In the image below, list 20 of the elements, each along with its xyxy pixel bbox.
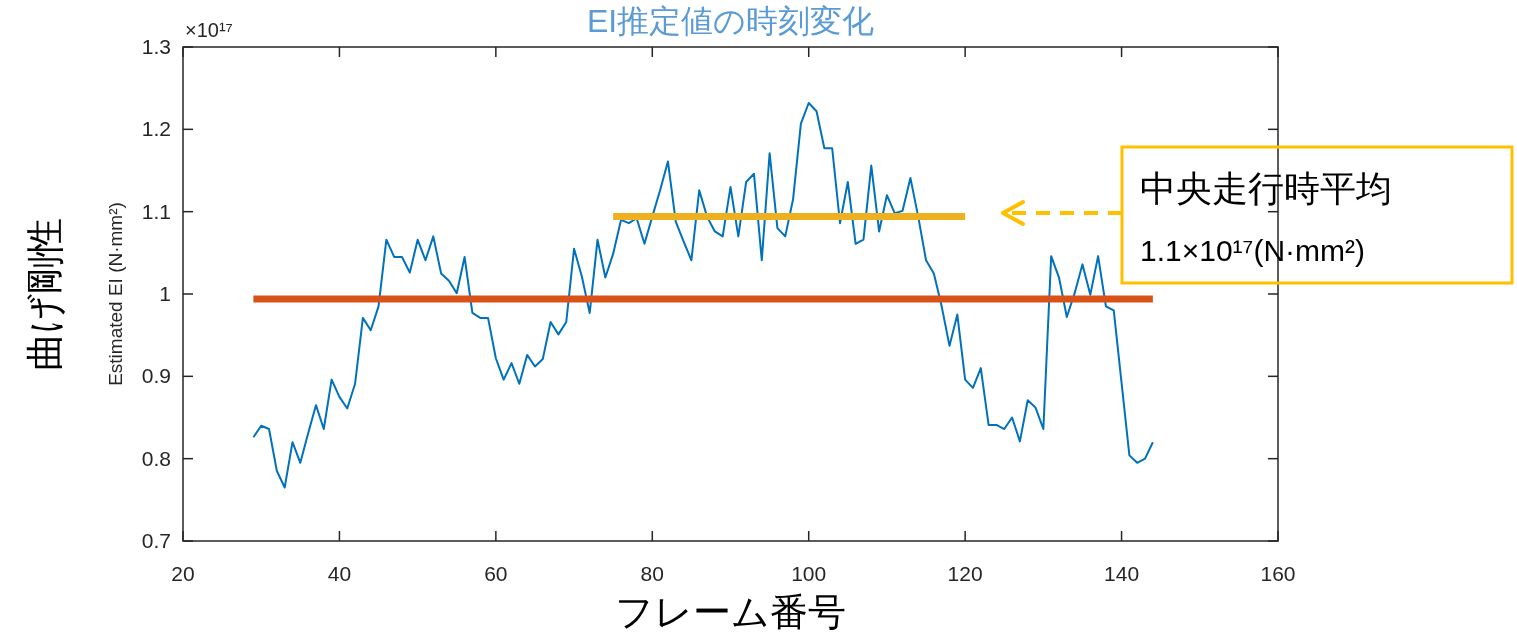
y-tick-label: 0.9 bbox=[141, 364, 171, 388]
text: ×10¹⁷ bbox=[185, 19, 233, 41]
y-tick-label: 0.8 bbox=[141, 446, 171, 470]
x-tick-label: 100 bbox=[791, 562, 827, 585]
chart-title: EI推定値の時刻変化 bbox=[586, 3, 875, 39]
x-tick-label: 140 bbox=[1104, 562, 1140, 585]
y-axis-title: Estimated EI (N·mm²) bbox=[105, 202, 126, 386]
x-tick-label: 20 bbox=[171, 562, 195, 585]
x-tick-label: 40 bbox=[327, 562, 352, 585]
text: 曲げ剛性 bbox=[24, 217, 66, 371]
y-tick-label: 1.1 bbox=[141, 199, 171, 223]
x-tick-label: 80 bbox=[640, 562, 664, 585]
y-tick-label: 1 bbox=[159, 282, 171, 305]
y-tick-label: 0.7 bbox=[141, 529, 171, 552]
y-tick-label: 1.2 bbox=[141, 117, 171, 141]
x-tick-label: 120 bbox=[947, 562, 983, 585]
x-axis-title: フレーム番号 bbox=[615, 591, 846, 633]
x-tick-label: 60 bbox=[484, 562, 508, 585]
y-tick-label: 1.3 bbox=[141, 35, 171, 58]
x-tick-label: 160 bbox=[1260, 562, 1296, 585]
